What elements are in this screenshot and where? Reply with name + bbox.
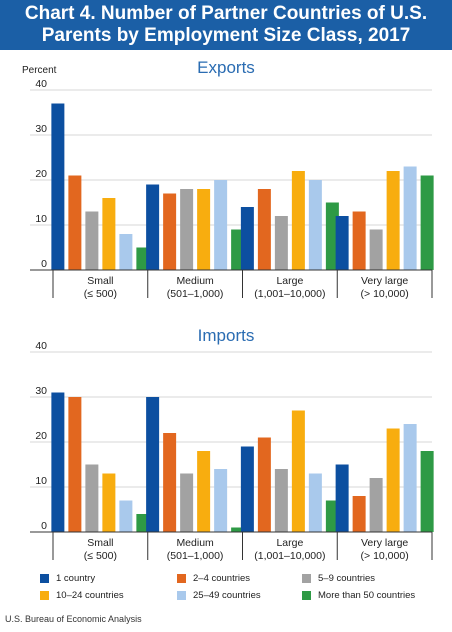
bar [85, 211, 99, 270]
legend-label: 10–24 countries [56, 589, 124, 601]
y-tick-label: 20 [35, 430, 47, 442]
bar [102, 473, 116, 532]
legend-item: 5–9 countries [302, 571, 375, 585]
bar [240, 446, 254, 532]
bar [146, 184, 160, 270]
bar [335, 464, 349, 532]
panel-title: Exports [197, 58, 255, 77]
legend-label: More than 50 countries [318, 589, 416, 601]
x-category-label: (> 10,000) [361, 288, 409, 300]
bar [386, 171, 400, 270]
legend-item: 1 country [40, 571, 95, 585]
legend-item: 25–49 countries [177, 588, 261, 602]
x-category-label: (501–1,000) [167, 288, 224, 300]
legend-item: More than 50 countries [302, 588, 415, 602]
x-category-label: (1,001–10,000) [254, 550, 325, 562]
x-category-label: Medium [176, 275, 214, 287]
bar [274, 469, 288, 532]
bar [231, 527, 245, 532]
bar [386, 428, 400, 532]
bar [119, 500, 133, 532]
legend-label: 25–49 countries [193, 589, 261, 601]
x-category-label: (> 10,000) [361, 550, 409, 562]
x-category-label: Very large [361, 537, 408, 549]
bar [68, 175, 82, 270]
bar [257, 189, 271, 270]
bar [308, 180, 322, 270]
legend-label: 2–4 countries [193, 572, 251, 584]
y-tick-label: 0 [41, 258, 47, 270]
x-category-label: Medium [176, 537, 214, 549]
bar [403, 166, 417, 270]
y-tick-label: 30 [35, 385, 47, 397]
bar [240, 207, 254, 270]
bar [197, 189, 211, 270]
bar [180, 473, 194, 532]
bar [163, 433, 177, 532]
y-axis-label: Percent [22, 65, 57, 76]
x-category-label: (≤ 500) [84, 550, 117, 562]
bar [291, 410, 305, 532]
y-tick-label: 20 [35, 168, 47, 180]
chart-title-line-1: Chart 4. Number of Partner Countries of … [24, 3, 428, 24]
x-category-label: (1,001–10,000) [254, 288, 325, 300]
bar [119, 234, 133, 270]
bar [257, 437, 271, 532]
bar [214, 180, 228, 270]
y-tick-label: 10 [35, 213, 47, 225]
bar [51, 103, 65, 270]
legend-swatch [40, 573, 49, 583]
bar [369, 229, 383, 270]
source-note: U.S. Bureau of Economic Analysis [5, 614, 142, 624]
bar [420, 451, 434, 532]
bar [369, 478, 383, 532]
legend-swatch [302, 590, 311, 600]
x-category-label: (≤ 500) [84, 288, 117, 300]
panel-title: Imports [198, 326, 255, 345]
x-category-label: Large [276, 537, 303, 549]
bar [163, 193, 177, 270]
legend-swatch [177, 573, 186, 583]
y-tick-label: 40 [35, 78, 47, 90]
x-category-label: Small [87, 275, 113, 287]
bar [403, 424, 417, 532]
bar [180, 189, 194, 270]
legend-item: 2–4 countries [177, 571, 250, 585]
x-category-label: (501–1,000) [167, 550, 224, 562]
bar [291, 171, 305, 270]
legend-swatch [302, 573, 311, 583]
x-category-label: Small [87, 537, 113, 549]
legend-swatch [177, 590, 186, 600]
legend-item: 10–24 countries [40, 588, 124, 602]
bar [308, 473, 322, 532]
bar [352, 211, 366, 270]
legend-label: 1 country [56, 572, 96, 584]
bar [274, 216, 288, 270]
legend-swatch [40, 590, 49, 600]
y-tick-label: 40 [35, 340, 47, 352]
bar [420, 175, 434, 270]
bar [68, 397, 82, 532]
y-tick-label: 0 [41, 520, 47, 532]
chart-title-line-2: Parents by Employment Size Class, 2017 [41, 25, 411, 46]
legend-label: 5–9 countries [318, 572, 376, 584]
bar [102, 198, 116, 270]
bar [335, 216, 349, 270]
chart-title-banner: Chart 4. Number of Partner Countries of … [0, 0, 452, 50]
x-category-label: Very large [361, 275, 408, 287]
bar [51, 392, 65, 532]
bar [85, 464, 99, 532]
bar [197, 451, 211, 532]
bar [146, 397, 160, 532]
bar [352, 496, 366, 532]
y-tick-label: 30 [35, 123, 47, 135]
x-category-label: Large [276, 275, 303, 287]
bar [214, 469, 228, 532]
y-tick-label: 10 [35, 475, 47, 487]
